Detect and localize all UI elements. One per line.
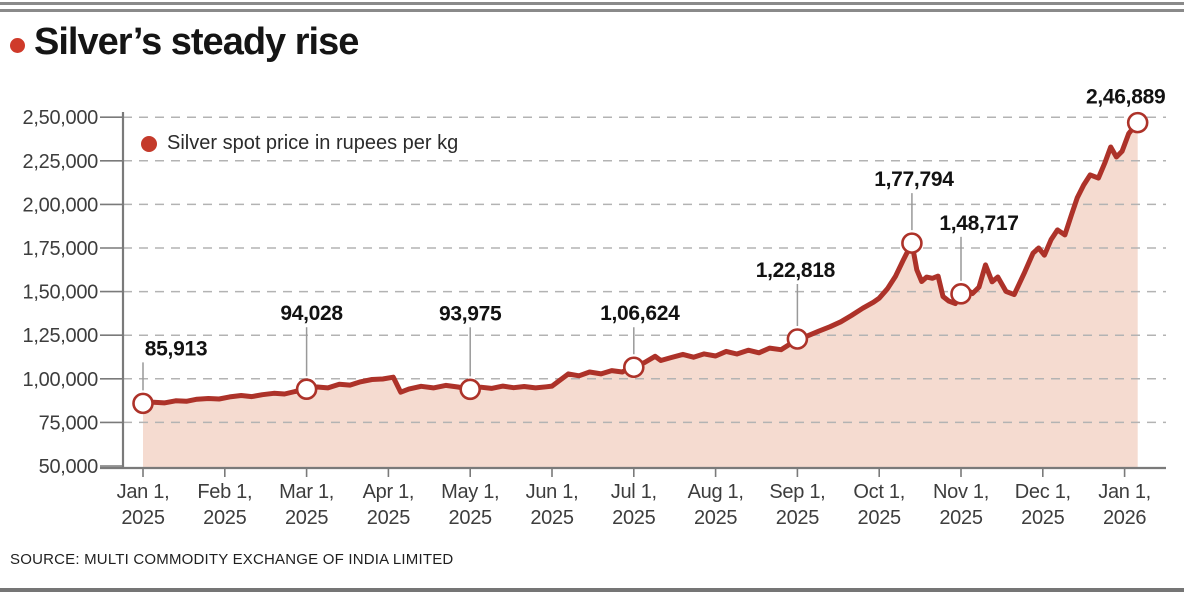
- x-tick-label: Jan 1,: [1098, 481, 1151, 503]
- annotation-value-label: 1,06,624: [600, 302, 680, 325]
- area-fill: [143, 122, 1138, 468]
- data-point-marker: [1126, 111, 1149, 134]
- y-tick-label: 1,25,000: [23, 325, 99, 347]
- chart-header: Silver’s steady rise: [10, 21, 359, 64]
- annotation-value-label: 94,028: [280, 302, 343, 325]
- annotation-value-label: 2,46,889: [1086, 86, 1165, 109]
- y-tick-label: 1,50,000: [23, 282, 99, 304]
- x-tick-year-label: 2025: [367, 507, 410, 529]
- x-tick-label: Mar 1,: [279, 481, 334, 503]
- x-tick-year-label: 2025: [121, 507, 164, 529]
- y-tick-label: 1,00,000: [23, 369, 99, 391]
- price-line: [140, 120, 1141, 406]
- y-tick-label: 50,000: [39, 456, 99, 478]
- x-tick-year-label: 2025: [939, 507, 982, 529]
- legend: Silver spot price in rupees per kg: [141, 132, 458, 155]
- x-tick-label: Sep 1,: [769, 481, 825, 503]
- annotation-value-label: 1,77,794: [874, 168, 954, 191]
- annotation-value-label: 93,975: [439, 302, 502, 325]
- bottom-rule: [0, 588, 1184, 592]
- y-tick-label: 2,50,000: [23, 107, 99, 129]
- x-tick-year-label: 2025: [858, 507, 901, 529]
- legend-label: Silver spot price in rupees per kg: [167, 132, 459, 154]
- x-tick-label: Nov 1,: [933, 481, 989, 503]
- x-tick-label: May 1,: [441, 481, 499, 503]
- x-tick-label: Jul 1,: [611, 481, 657, 503]
- y-tick-label: 1,75,000: [23, 238, 99, 260]
- x-tick-year-label: 2025: [449, 507, 492, 529]
- y-tick-label: 2,00,000: [23, 194, 99, 216]
- x-tick-label: Oct 1,: [853, 481, 905, 503]
- x-tick-label: Apr 1,: [363, 481, 415, 503]
- source-credit: SOURCE: MULTI COMMODITY EXCHANGE OF INDI…: [10, 551, 454, 568]
- top-rule-secondary: [0, 9, 1184, 12]
- data-point-marker: [950, 283, 972, 305]
- data-point-marker: [786, 328, 809, 350]
- x-tick-label: Jun 1,: [526, 481, 579, 503]
- x-tick-year-label: 2026: [1103, 507, 1146, 529]
- top-rule-primary: [0, 2, 1184, 5]
- bullet-icon: [10, 38, 25, 54]
- x-tick-label: Aug 1,: [688, 481, 744, 503]
- annotation-value-label: 85,913: [145, 337, 207, 360]
- x-tick-year-label: 2025: [285, 507, 328, 529]
- data-point-marker: [295, 378, 318, 401]
- x-tick-year-label: 2025: [694, 507, 737, 529]
- x-tick-label: Feb 1,: [197, 481, 252, 503]
- data-point-marker: [132, 392, 154, 415]
- x-tick-year-label: 2025: [530, 507, 573, 529]
- annotation-value-label: 1,22,818: [756, 259, 836, 282]
- chart-title: Silver’s steady rise: [34, 21, 359, 63]
- legend-dot-icon: [141, 135, 157, 152]
- x-tick-year-label: 2025: [203, 507, 246, 529]
- data-point-marker: [622, 356, 645, 379]
- x-tick-label: Jan 1,: [117, 481, 170, 503]
- y-tick-label: 75,000: [39, 412, 99, 434]
- x-tick-year-label: 2025: [1021, 507, 1064, 529]
- y-tick-label: 2,25,000: [23, 151, 99, 173]
- x-tick-year-label: 2025: [776, 507, 819, 529]
- x-tick-label: Dec 1,: [1015, 481, 1071, 503]
- data-point-marker: [901, 232, 923, 254]
- data-point-marker: [459, 378, 482, 401]
- x-tick-year-label: 2025: [612, 507, 655, 529]
- annotation-value-label: 1,48,717: [939, 212, 1018, 235]
